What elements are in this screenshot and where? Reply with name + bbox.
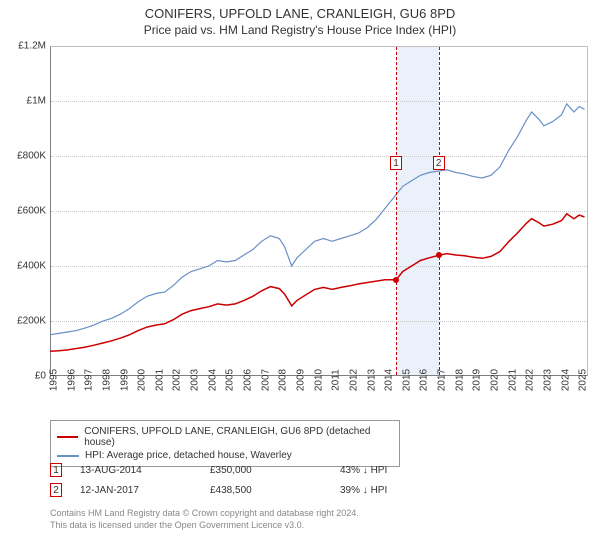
events-table-badge: 2 [50,483,62,497]
events-table-badge: 1 [50,463,62,477]
x-tick-label: 1997 [84,369,95,391]
chart-lines-svg [50,46,588,376]
y-tick-label: £200K [0,316,46,327]
x-tick-label: 2006 [243,369,254,391]
x-tick-label: 2021 [507,369,518,391]
event-badge: 1 [390,156,402,170]
y-tick-label: £800K [0,151,46,162]
y-tick-label: £0 [0,371,46,382]
footnote-line-2: This data is licensed under the Open Gov… [50,520,359,532]
events-table-row: 1 13-AUG-2014£350,00043% ↓ HPI [50,460,470,480]
x-tick-label: 2001 [154,369,165,391]
y-tick-label: £400K [0,261,46,272]
x-tick-label: 2012 [348,369,359,391]
y-tick-label: £1.2M [0,41,46,52]
events-table-price: £438,500 [210,485,340,496]
legend-item: CONIFERS, UPFOLD LANE, CRANLEIGH, GU6 8P… [57,425,393,449]
series-line-property [50,214,585,351]
events-table-date: 12-JAN-2017 [80,485,210,496]
x-tick-label: 2018 [454,369,465,391]
legend-swatch [57,436,78,438]
legend-swatch [57,455,79,457]
y-tick-label: £1M [0,96,46,107]
x-tick-label: 2005 [225,369,236,391]
x-tick-label: 2014 [384,369,395,391]
chart-title: CONIFERS, UPFOLD LANE, CRANLEIGH, GU6 8P… [0,0,600,21]
events-table: 1 13-AUG-2014£350,00043% ↓ HPI 2 12-JAN-201… [50,460,470,500]
x-tick-label: 1996 [66,369,77,391]
events-table-delta: 39% ↓ HPI [340,485,470,496]
x-tick-label: 2010 [313,369,324,391]
events-table-date: 13-AUG-2014 [80,465,210,476]
x-tick-label: 2000 [137,369,148,391]
x-tick-label: 2004 [207,369,218,391]
events-table-price: £350,000 [210,465,340,476]
legend-label: CONIFERS, UPFOLD LANE, CRANLEIGH, GU6 8P… [84,426,393,448]
x-tick-label: 2015 [401,369,412,391]
x-tick-label: 1995 [49,369,60,391]
chart-subtitle: Price paid vs. HM Land Registry's House … [0,21,600,41]
sale-marker [436,252,442,258]
event-line [396,47,397,375]
x-tick-label: 2002 [172,369,183,391]
x-tick-label: 2011 [331,369,342,391]
x-tick-label: 2023 [542,369,553,391]
x-tick-label: 2009 [295,369,306,391]
x-tick-label: 2020 [489,369,500,391]
x-tick-label: 2007 [260,369,271,391]
x-tick-label: 2025 [578,369,589,391]
event-badge: 2 [433,156,445,170]
x-tick-label: 2022 [525,369,536,391]
chart-plot-area: 12 £0£200K£400K£600K£800K£1M£1.2M 199519… [50,46,588,376]
y-tick-label: £600K [0,206,46,217]
x-tick-label: 2008 [278,369,289,391]
events-table-row: 2 12-JAN-2017£438,50039% ↓ HPI [50,480,470,500]
event-line [439,47,440,375]
x-tick-label: 2013 [366,369,377,391]
sale-marker [393,277,399,283]
x-tick-label: 2019 [472,369,483,391]
footnote: Contains HM Land Registry data © Crown c… [50,508,359,531]
x-tick-label: 2017 [437,369,448,391]
x-tick-label: 1998 [101,369,112,391]
x-tick-label: 2016 [419,369,430,391]
footnote-line-1: Contains HM Land Registry data © Crown c… [50,508,359,520]
series-line-hpi [50,104,585,335]
x-tick-label: 1999 [119,369,130,391]
x-tick-label: 2024 [560,369,571,391]
events-table-delta: 43% ↓ HPI [340,465,470,476]
x-tick-label: 2003 [190,369,201,391]
